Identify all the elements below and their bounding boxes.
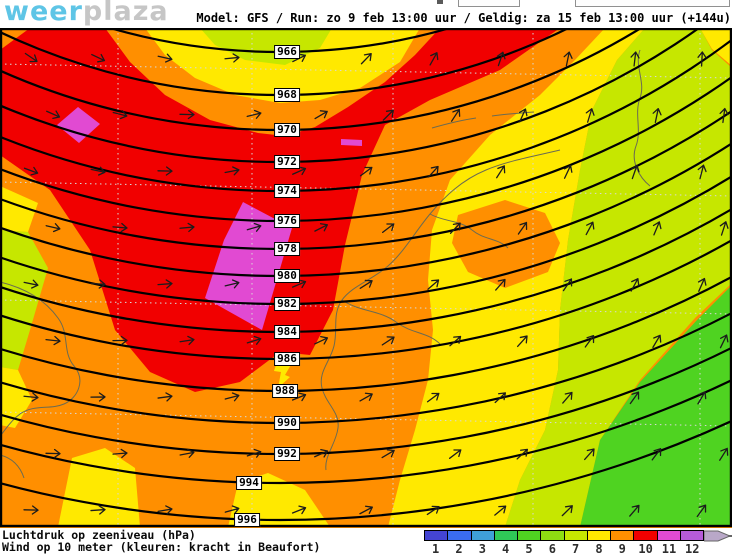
- legend-label: 4: [502, 542, 510, 556]
- isobar-label: 988: [272, 384, 298, 398]
- cropped-dropdown-left[interactable]: [458, 0, 520, 7]
- legend-cell-bft-8: [587, 531, 611, 540]
- isobar-label: 978: [274, 242, 300, 256]
- legend-cell-bft-4: [494, 531, 518, 540]
- legend-label: 2: [455, 542, 463, 556]
- legend-cell-bft-12: [680, 531, 703, 540]
- logo-plaza: plaza: [82, 0, 169, 27]
- caption-pressure: Luchtdruk op zeeniveau (hPa): [2, 528, 196, 542]
- legend-cell-bft-6: [541, 531, 565, 540]
- map-caption: Luchtdruk op zeeniveau (hPa) Wind op 10 …: [2, 529, 321, 553]
- legend-cell-bft-7: [564, 531, 588, 540]
- pressure-wind-map: 966 968 970 972 974 976 978 980 982 984 986 988 990 9…: [0, 28, 732, 528]
- isobar-label: 982: [274, 297, 300, 311]
- legend-label: 10: [638, 542, 653, 556]
- legend-cell-bft-9: [611, 531, 635, 540]
- cropped-dropdown-right[interactable]: [575, 0, 730, 7]
- isobar-label: 984: [274, 325, 300, 339]
- legend-label: 3: [478, 542, 486, 556]
- legend-label: 8: [595, 542, 603, 556]
- isobar-label: 966: [274, 45, 300, 59]
- legend-cell-bft-5: [518, 531, 542, 540]
- wind-arrows: [23, 51, 729, 518]
- isobar-label: 992: [274, 447, 300, 461]
- isobar-label: 996: [234, 513, 260, 527]
- isobar-label: 970: [274, 123, 300, 137]
- legend-cell-bft-10: [634, 531, 658, 540]
- isobar-label: 990: [274, 416, 300, 430]
- coastlines: [0, 49, 651, 479]
- legend-label: 12: [685, 542, 700, 556]
- legend-cell-bft-1: [425, 531, 449, 540]
- beaufort-legend-labels: 1 2 3 4 5 6 7 8 9 10 11 12: [424, 543, 704, 556]
- model-run-header: Model: GFS / Run: zo 9 feb 13:00 uur / G…: [196, 11, 731, 25]
- latlon-grid: [0, 28, 732, 527]
- isobar-label: 972: [274, 155, 300, 169]
- map-border: [0, 28, 732, 528]
- legend-label: 1: [432, 542, 440, 556]
- legend-label: 5: [525, 542, 533, 556]
- legend-cell-bft-2: [448, 531, 472, 540]
- legend-cell-bft-11: [657, 531, 681, 540]
- isobar-label: 974: [274, 184, 300, 198]
- isobar-label: 986: [274, 352, 300, 366]
- isobar-label: 994: [236, 476, 262, 490]
- weerplaza-logo: weerplaza: [4, 0, 169, 26]
- legend-label: 9: [618, 542, 626, 556]
- isobar-label: 968: [274, 88, 300, 102]
- isobar-label: 980: [274, 269, 300, 283]
- beaufort-legend: [424, 530, 704, 541]
- map-canvas: [0, 28, 732, 528]
- isobar-label: 976: [274, 214, 300, 228]
- legend-arrow-icon: [704, 530, 732, 542]
- legend-cell-bft-3: [471, 531, 495, 540]
- legend-label: 11: [661, 542, 677, 556]
- cropped-favicon-dot: [437, 0, 443, 4]
- legend-label: 6: [548, 542, 556, 556]
- caption-wind: Wind op 10 meter (kleuren: kracht in Bea…: [2, 540, 321, 554]
- legend-label: 7: [572, 542, 580, 556]
- logo-weer: weer: [4, 0, 83, 27]
- beaufort-color-regions: [0, 28, 732, 527]
